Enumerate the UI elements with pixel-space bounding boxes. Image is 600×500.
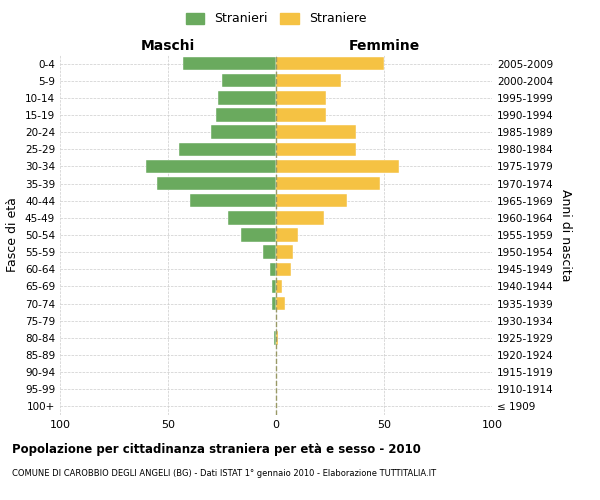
Bar [183,57,276,70]
Bar [276,297,284,310]
Bar [276,142,356,156]
Bar [276,331,278,344]
Text: Popolazione per cittadinanza straniera per età e sesso - 2010: Popolazione per cittadinanza straniera p… [12,442,421,456]
Bar [146,160,276,173]
Bar [211,126,276,139]
Y-axis label: Anni di nascita: Anni di nascita [559,188,572,281]
Bar [179,142,276,156]
Bar [218,91,276,104]
Legend: Stranieri, Straniere: Stranieri, Straniere [182,8,370,29]
Y-axis label: Fasce di età: Fasce di età [7,198,19,272]
Bar [276,228,298,241]
Bar [276,211,323,224]
Bar [276,194,347,207]
Bar [276,280,283,293]
Text: Maschi: Maschi [141,38,195,52]
Bar [276,262,291,276]
Bar [269,262,276,276]
Bar [276,160,399,173]
Bar [157,177,276,190]
Bar [190,194,276,207]
Bar [272,280,276,293]
Bar [272,297,276,310]
Bar [274,331,276,344]
Bar [276,74,341,88]
Bar [215,108,276,122]
Bar [276,246,293,259]
Bar [222,74,276,88]
Text: COMUNE DI CAROBBIO DEGLI ANGELI (BG) - Dati ISTAT 1° gennaio 2010 - Elaborazione: COMUNE DI CAROBBIO DEGLI ANGELI (BG) - D… [12,469,436,478]
Bar [276,108,326,122]
Bar [241,228,276,241]
Text: Femmine: Femmine [349,38,419,52]
Bar [276,91,326,104]
Bar [276,126,356,139]
Bar [263,246,276,259]
Bar [276,177,380,190]
Bar [229,211,276,224]
Bar [276,57,384,70]
